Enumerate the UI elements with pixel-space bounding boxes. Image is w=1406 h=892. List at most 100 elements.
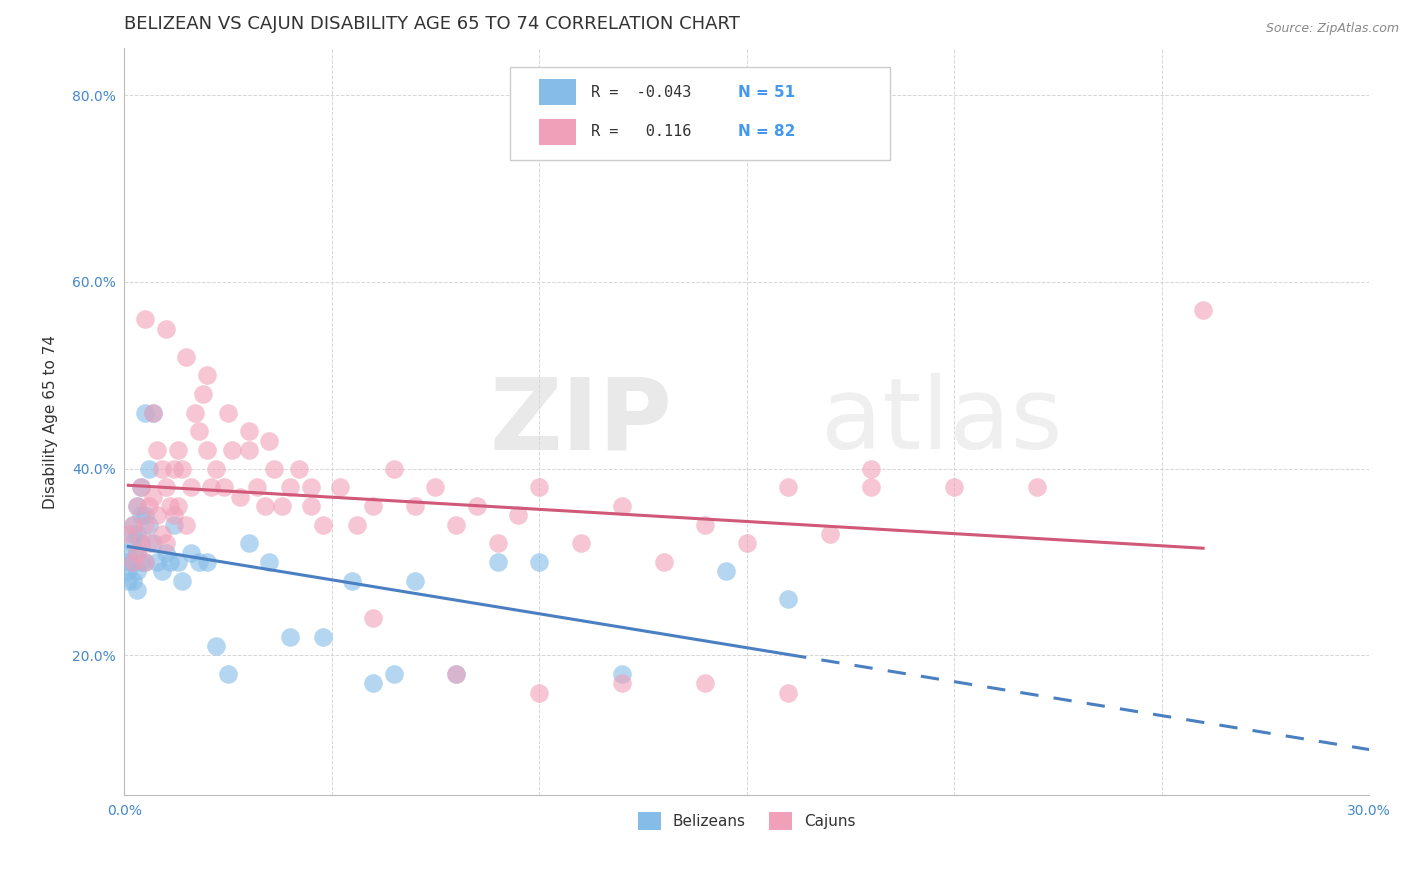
Point	[329, 480, 352, 494]
Point	[259, 555, 281, 569]
Point	[176, 517, 198, 532]
Point	[229, 490, 252, 504]
Point	[278, 630, 301, 644]
Point	[146, 508, 169, 523]
Legend: Belizeans, Cajuns: Belizeans, Cajuns	[631, 805, 862, 837]
Point	[117, 527, 139, 541]
Text: atlas: atlas	[821, 374, 1063, 470]
Point	[150, 527, 173, 541]
Text: ZIP: ZIP	[489, 374, 672, 470]
Point	[735, 536, 758, 550]
Point	[361, 499, 384, 513]
Point	[714, 564, 737, 578]
Point	[212, 480, 235, 494]
Point	[404, 499, 426, 513]
Point	[142, 406, 165, 420]
Point	[134, 555, 156, 569]
Point	[159, 499, 181, 513]
Point	[404, 574, 426, 588]
Point	[508, 508, 530, 523]
Point	[146, 442, 169, 457]
Point	[184, 406, 207, 420]
FancyBboxPatch shape	[538, 79, 576, 105]
Point	[271, 499, 294, 513]
Point	[527, 555, 550, 569]
Point	[117, 564, 139, 578]
Point	[860, 461, 883, 475]
Point	[287, 461, 309, 475]
Text: R =  -0.043: R = -0.043	[591, 85, 692, 100]
Point	[299, 480, 322, 494]
Point	[187, 555, 209, 569]
Text: N = 82: N = 82	[738, 124, 796, 139]
Point	[121, 517, 143, 532]
Point	[278, 480, 301, 494]
Point	[180, 546, 202, 560]
Point	[129, 508, 152, 523]
Point	[312, 517, 335, 532]
Point	[195, 555, 218, 569]
Point	[138, 461, 160, 475]
Point	[167, 442, 190, 457]
Point	[121, 517, 143, 532]
Point	[129, 480, 152, 494]
Point	[382, 461, 405, 475]
Point	[695, 676, 717, 690]
Point	[134, 555, 156, 569]
Point	[163, 517, 186, 532]
Point	[465, 499, 488, 513]
Text: Source: ZipAtlas.com: Source: ZipAtlas.com	[1265, 22, 1399, 36]
Point	[778, 592, 800, 607]
Point	[486, 555, 509, 569]
Point	[134, 517, 156, 532]
Point	[176, 350, 198, 364]
Point	[125, 564, 148, 578]
Point	[167, 499, 190, 513]
Point	[195, 368, 218, 383]
Point	[312, 630, 335, 644]
Text: BELIZEAN VS CAJUN DISABILITY AGE 65 TO 74 CORRELATION CHART: BELIZEAN VS CAJUN DISABILITY AGE 65 TO 7…	[124, 15, 740, 33]
Point	[860, 480, 883, 494]
Point	[191, 387, 214, 401]
Point	[1026, 480, 1049, 494]
Point	[299, 499, 322, 513]
Point	[346, 517, 368, 532]
Point	[146, 555, 169, 569]
Point	[778, 686, 800, 700]
Point	[943, 480, 966, 494]
Point	[138, 499, 160, 513]
Point	[486, 536, 509, 550]
Point	[142, 490, 165, 504]
Point	[155, 536, 177, 550]
Point	[117, 546, 139, 560]
FancyBboxPatch shape	[510, 67, 890, 161]
Point	[444, 667, 467, 681]
Point	[155, 321, 177, 335]
Point	[361, 611, 384, 625]
Point	[125, 546, 148, 560]
Point	[129, 480, 152, 494]
Point	[155, 546, 177, 560]
Point	[121, 555, 143, 569]
Point	[778, 480, 800, 494]
Text: N = 51: N = 51	[738, 85, 794, 100]
Point	[167, 555, 190, 569]
Point	[444, 517, 467, 532]
Point	[527, 686, 550, 700]
Point	[172, 461, 194, 475]
Point	[150, 564, 173, 578]
Point	[200, 480, 222, 494]
Point	[221, 442, 243, 457]
Point	[254, 499, 277, 513]
Point	[238, 424, 260, 438]
Point	[180, 480, 202, 494]
Point	[246, 480, 269, 494]
Point	[163, 508, 186, 523]
Point	[129, 555, 152, 569]
Point	[121, 574, 143, 588]
Point	[155, 480, 177, 494]
Point	[172, 574, 194, 588]
Point	[163, 461, 186, 475]
Point	[204, 639, 226, 653]
Point	[382, 667, 405, 681]
